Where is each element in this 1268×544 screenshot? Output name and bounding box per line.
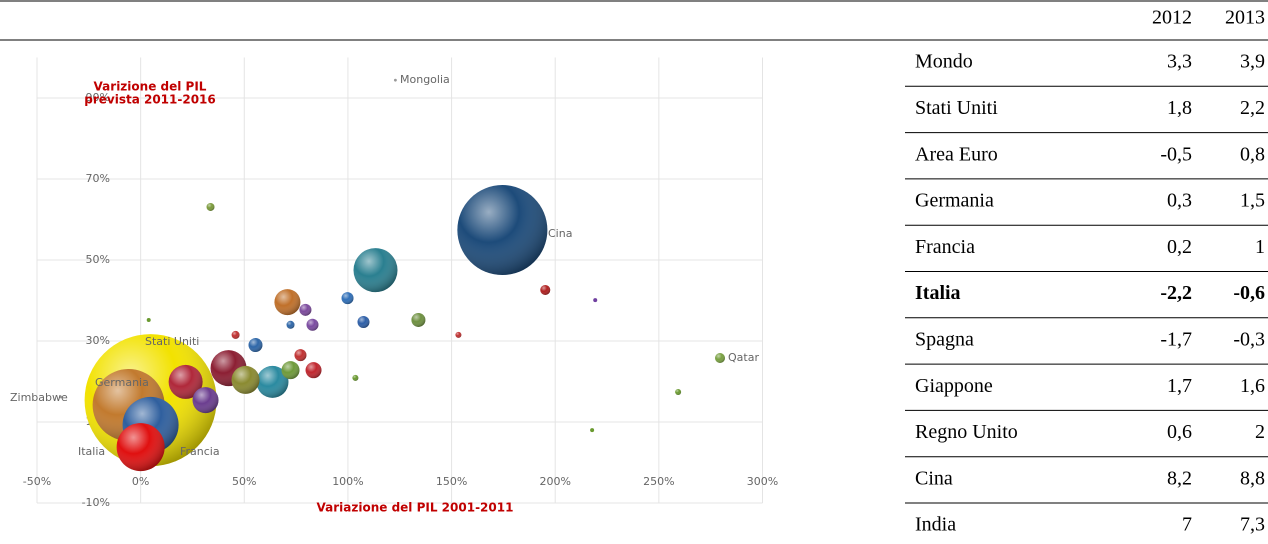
bubble-shine — [457, 185, 548, 276]
row-label: Giappone — [915, 375, 993, 397]
y-axis-title: prevista 2011-2016 — [84, 93, 216, 107]
bubble — [146, 317, 151, 322]
cell-value: 0,2 — [1167, 236, 1192, 258]
point-label: Cina — [548, 227, 572, 240]
bubble — [393, 78, 397, 82]
bubble-shine — [168, 364, 203, 399]
x-tick-label: 0% — [132, 475, 149, 488]
cell-value: 1,8 — [1167, 97, 1192, 119]
cell-value: 3,9 — [1240, 51, 1265, 73]
bubble-shine — [294, 349, 307, 362]
point-label: Germania — [95, 376, 149, 389]
x-axis-title: Variazione del PIL 2001-2011 — [317, 501, 514, 515]
cell-value: 1,6 — [1240, 375, 1265, 397]
cell-value: 0,8 — [1240, 143, 1265, 165]
x-tick-label: 200% — [539, 475, 570, 488]
bubble-shine — [357, 315, 370, 328]
row-label: Stati Uniti — [915, 97, 998, 119]
bubble-shine — [411, 312, 426, 327]
cell-value: -1,7 — [1160, 329, 1192, 351]
bubble — [593, 298, 598, 303]
bubble-shine — [206, 202, 215, 211]
x-tick-label: 300% — [747, 475, 778, 488]
cell-value: 1 — [1255, 236, 1265, 258]
point-label: Zimbabwe — [10, 391, 68, 404]
table: 2012 2013 Mondo 3,3 3,9 Stati Uniti 1,8 2,2 Area… — [905, 7, 1268, 536]
y-tick-label: 90% — [86, 91, 110, 104]
bubble-shine — [231, 330, 240, 339]
bubble-shine — [341, 292, 354, 305]
row-label: Mondo — [915, 51, 973, 73]
y-tick-label: -10% — [82, 496, 110, 509]
bubble-shine — [286, 320, 295, 329]
bubble-shine — [352, 374, 359, 381]
y-tick-label: 30% — [86, 334, 110, 347]
column-header: 2013 — [1225, 7, 1265, 29]
bubble-shine — [231, 365, 260, 394]
row-label: Area Euro — [915, 143, 998, 165]
x-tick-label: -50% — [23, 475, 51, 488]
cell-value: 0,6 — [1167, 421, 1192, 443]
cell-value: 7,3 — [1240, 514, 1265, 536]
row-label: Cina — [915, 467, 953, 489]
x-tick-label: 100% — [332, 475, 363, 488]
cell-value: 7 — [1182, 514, 1192, 536]
bubble-shine — [715, 353, 726, 364]
bubble-chart: -50%0%50%100%150%200%250%300%-10%10%30%5… — [10, 57, 778, 515]
point-label: Francia — [180, 445, 220, 458]
cell-value: 2 — [1255, 421, 1265, 443]
point-label: Italia — [78, 445, 105, 458]
bubble-shine — [116, 423, 165, 472]
bubble-shine — [192, 387, 219, 414]
bubble-shine — [248, 338, 263, 353]
y-tick-label: 50% — [86, 253, 110, 266]
y-tick-label: 70% — [86, 172, 110, 185]
y-axis-title: Varizione del PIL — [94, 80, 207, 94]
cell-value: 1,5 — [1240, 190, 1265, 212]
row-label: Francia — [915, 236, 975, 258]
bubble — [590, 428, 595, 433]
bubble-shine — [299, 303, 312, 316]
point-label: Stati Uniti — [145, 335, 199, 348]
bubble-shine — [281, 361, 300, 380]
bubble — [59, 395, 63, 399]
cell-value: -0,5 — [1160, 143, 1192, 165]
bubble-shine — [306, 318, 319, 331]
cell-value: 0,3 — [1167, 190, 1192, 212]
row-label: Germania — [915, 190, 994, 212]
row-label: Italia — [915, 282, 961, 304]
point-label: Mongolia — [400, 73, 450, 86]
cell-value: 8,8 — [1240, 467, 1265, 489]
cell-value: -0,6 — [1233, 282, 1265, 304]
cell-value: 3,3 — [1167, 51, 1192, 73]
x-tick-label: 150% — [436, 475, 467, 488]
bubble-shine — [455, 331, 462, 338]
row-label: India — [915, 514, 956, 536]
bubble-shine — [540, 284, 551, 295]
column-header: 2012 — [1152, 7, 1192, 29]
bubble-shine — [274, 289, 301, 316]
cell-value: 1,7 — [1167, 375, 1192, 397]
cell-value: 8,2 — [1167, 467, 1192, 489]
row-label: Regno Unito — [915, 421, 1018, 443]
bubble-shine — [305, 362, 322, 379]
bubble-shine — [256, 365, 289, 398]
bubble-shine — [353, 248, 398, 293]
point-label: Qatar — [728, 351, 759, 364]
cell-value: -2,2 — [1160, 282, 1192, 304]
row-label: Spagna — [915, 329, 974, 351]
x-tick-label: 250% — [643, 475, 674, 488]
bubble-shine — [675, 389, 682, 396]
cell-value: -0,3 — [1233, 329, 1265, 351]
x-tick-label: 50% — [232, 475, 256, 488]
cell-value: 2,2 — [1240, 97, 1265, 119]
